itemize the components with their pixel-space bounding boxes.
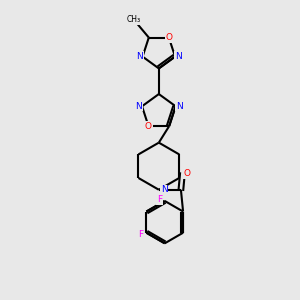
Text: F: F [157, 195, 162, 204]
Text: O: O [165, 33, 172, 42]
Text: N: N [161, 185, 167, 194]
Text: N: N [136, 52, 143, 61]
Text: CH₃: CH₃ [127, 15, 141, 24]
Text: F: F [139, 230, 144, 239]
Text: O: O [183, 169, 190, 178]
Text: N: N [135, 102, 142, 111]
Text: N: N [175, 52, 182, 61]
Text: N: N [176, 102, 182, 111]
Text: O: O [145, 122, 152, 130]
